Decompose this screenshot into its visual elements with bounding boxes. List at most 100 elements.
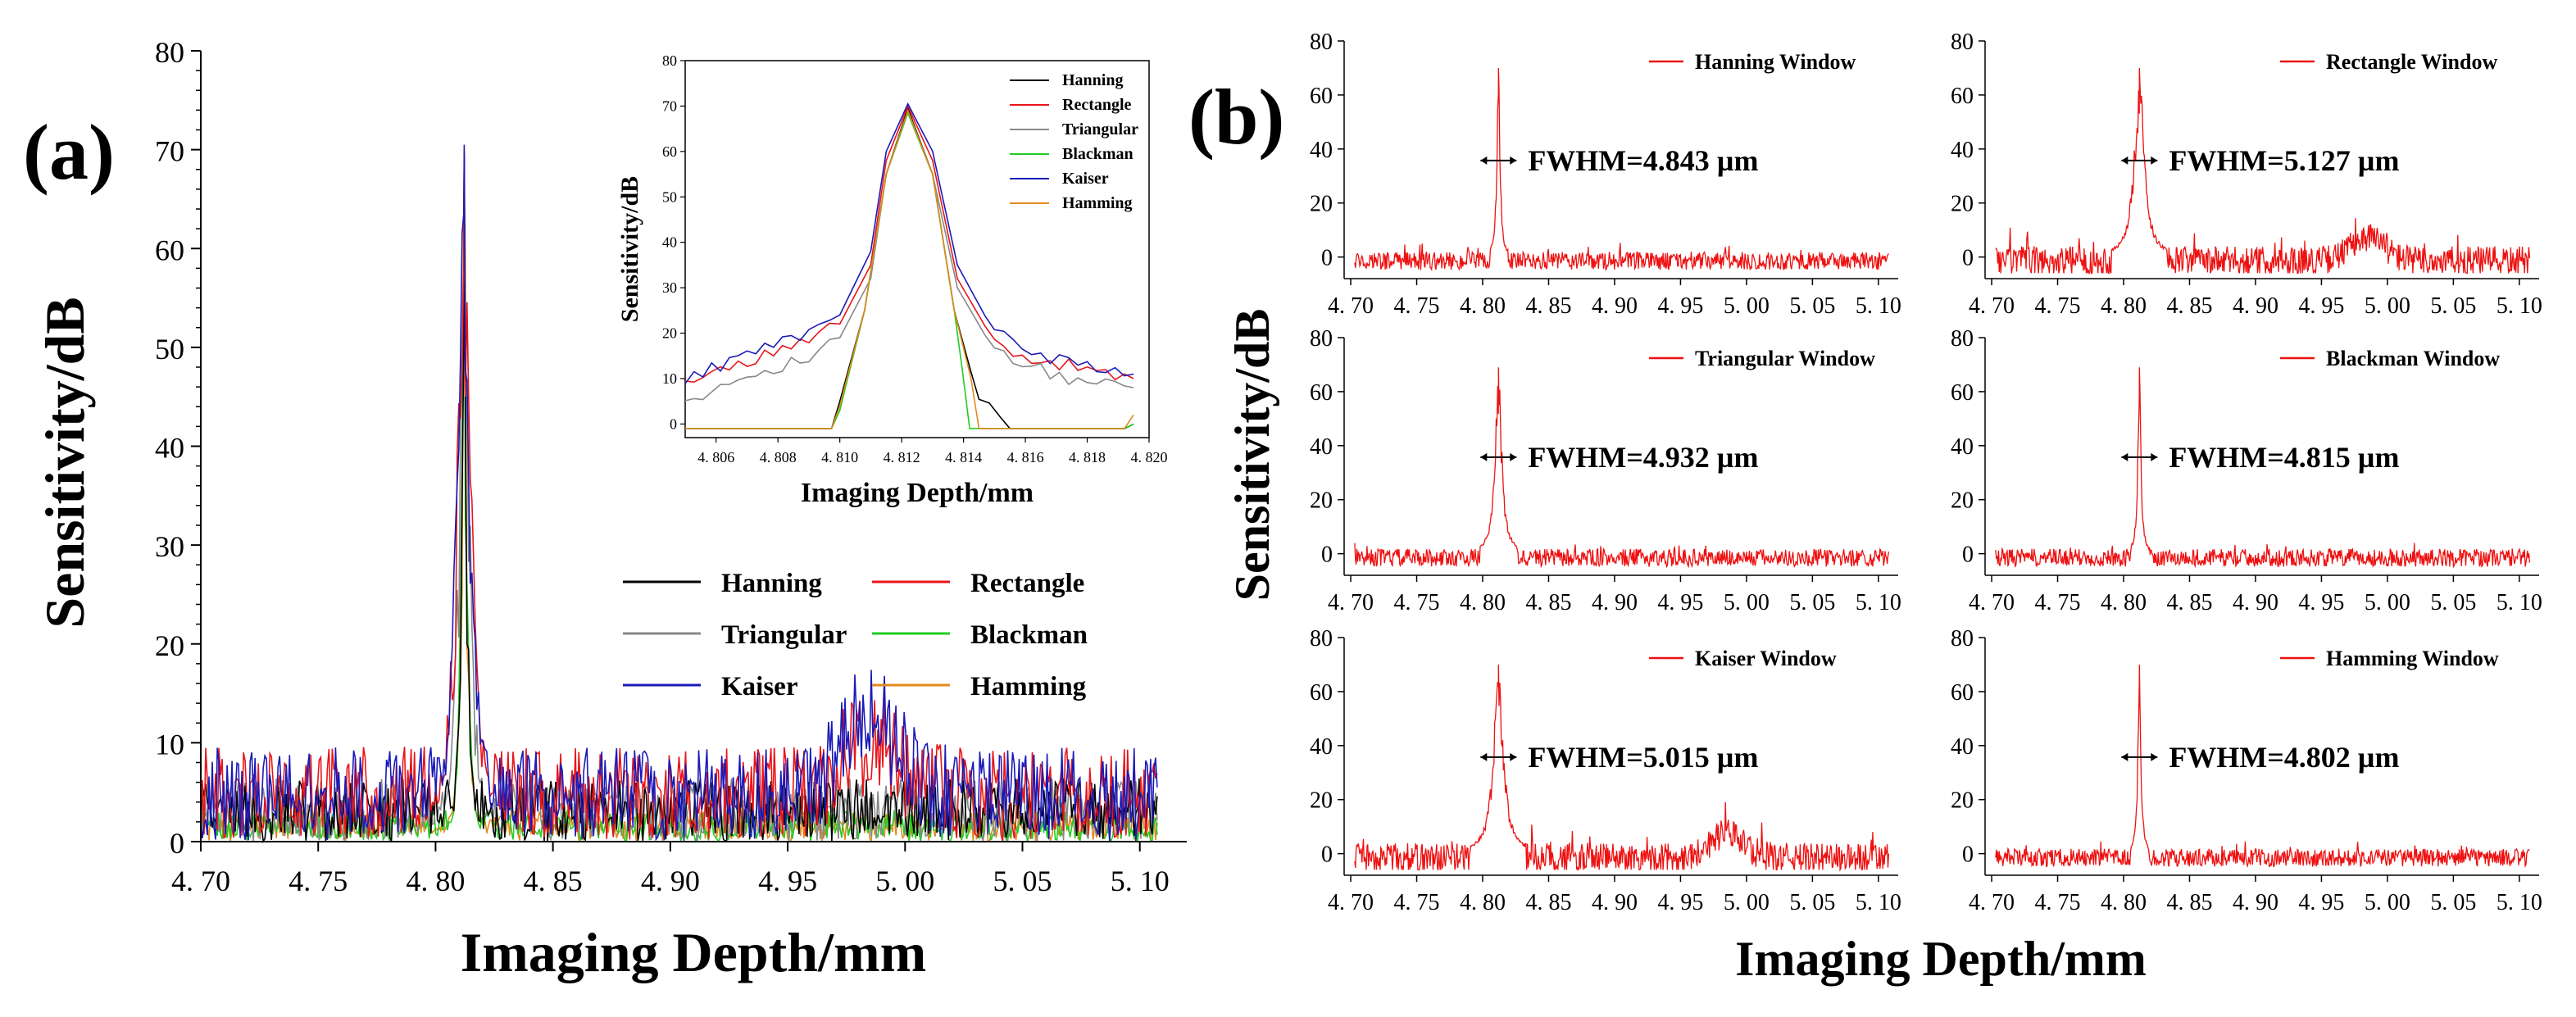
inset-frame bbox=[684, 60, 1150, 438]
series-line-kaiser bbox=[200, 144, 1158, 842]
subplot-x-tick-label: 5. 10 bbox=[2496, 890, 2542, 915]
fwhm-arrow-left bbox=[2121, 156, 2128, 165]
subplot-legend-label: Kaiser Window bbox=[1695, 647, 1837, 670]
subplot-x-tick-label: 5. 05 bbox=[1789, 590, 1835, 615]
subplot-x-tick-label: 4. 75 bbox=[2035, 590, 2081, 615]
inset-y-tick-label: 10 bbox=[662, 370, 677, 387]
b-x-axis-title: Imaging Depth/mm bbox=[1735, 932, 2147, 986]
a-x-tick-label: 5. 05 bbox=[993, 865, 1052, 897]
a-x-tick-label: 5. 00 bbox=[875, 865, 934, 897]
inset-x-tick-label: 4. 812 bbox=[884, 449, 920, 465]
subplot-y-tick-label: 20 bbox=[1310, 788, 1333, 814]
fwhm-arrow-left bbox=[1480, 452, 1488, 461]
fwhm-arrow-left bbox=[1480, 156, 1488, 165]
subplot-legend-label: Hamming Window bbox=[2326, 647, 2499, 670]
inset-x-tick-label: 4. 818 bbox=[1069, 449, 1106, 465]
inset-lines bbox=[685, 102, 1134, 429]
subplot-x-tick-label: 4. 85 bbox=[1525, 293, 1571, 319]
inset-y-tick-label: 50 bbox=[662, 188, 677, 205]
a-legend-label-hanning: Hanning bbox=[721, 569, 822, 598]
inset-y-tick-label: 40 bbox=[662, 234, 677, 251]
subplot-y-tick-label: 20 bbox=[1951, 192, 1974, 217]
panel-a: 0 10 20 30 40 50 60 70 80 4. 70 4. 75 4. 80 4. 85 4. … bbox=[23, 36, 1187, 983]
a-x-tick-label: 4. 85 bbox=[524, 865, 583, 897]
subplot-legend-label: Blackman Window bbox=[2326, 347, 2500, 370]
subplot-rectangle-window: 0 20 40 60 80 4. 70 4. 75 4. 80 4. 85 4. 90 4. 95 5… bbox=[1951, 30, 2542, 319]
subplot-x-tick-label: 4. 90 bbox=[2233, 293, 2278, 319]
subplot-x-tick-label: 4. 80 bbox=[2101, 890, 2147, 915]
fwhm-arrow-left bbox=[2121, 452, 2128, 461]
subplot-y-tick-label: 20 bbox=[1951, 488, 1974, 514]
inset-x-axis-title: Imaging Depth/mm bbox=[801, 478, 1034, 508]
fwhm-label: FWHM=5.015 µm bbox=[1528, 741, 1758, 774]
subplot-x-tick-label: 4. 75 bbox=[2035, 293, 2081, 319]
fwhm-label: FWHM=4.932 µm bbox=[1528, 441, 1758, 474]
inset-y-tick-label: 20 bbox=[662, 325, 677, 342]
subplot-x-tick-label: 4. 90 bbox=[1592, 590, 1638, 615]
subplot-triangular-window: 0 20 40 60 80 4. 70 4. 75 4. 80 4. 85 4. 90 4. 95 5… bbox=[1310, 326, 1901, 615]
subplot-x-tick-label: 4. 85 bbox=[1525, 890, 1571, 915]
subplot-legend-label: Triangular Window bbox=[1695, 347, 1875, 370]
a-legend-label-hamming: Hamming bbox=[970, 672, 1087, 701]
subplot-x-tick-label: 5. 10 bbox=[1856, 890, 1901, 915]
subplot-y-tick-label: 40 bbox=[1310, 434, 1333, 460]
subplot-y-tick-label: 80 bbox=[1951, 326, 1974, 352]
subplot-x-tick-label: 5. 10 bbox=[1856, 590, 1901, 615]
subplot-x-tick-label: 4. 85 bbox=[2166, 590, 2212, 615]
subplot-x-tick-label: 4. 80 bbox=[1460, 890, 1506, 915]
inset-legend-label-rectangle: Rectangle bbox=[1062, 96, 1132, 114]
a-x-tick-label: 4. 75 bbox=[288, 865, 348, 897]
subplot-y-tick-label: 80 bbox=[1951, 626, 1974, 652]
fwhm-arrow-right bbox=[1510, 452, 1517, 461]
subplot-x-tick-label: 4. 80 bbox=[1460, 293, 1506, 319]
a-legend-label-blackman: Blackman bbox=[970, 620, 1088, 650]
subplot-hamming-window: 0 20 40 60 80 4. 70 4. 75 4. 80 4. 85 4. 90 4. 95 5… bbox=[1951, 626, 2542, 915]
subplot-x-tick-label: 4. 70 bbox=[1969, 590, 2015, 615]
subplot-x-tick-label: 4. 95 bbox=[2298, 590, 2344, 615]
subplot-x-tick-label: 4. 80 bbox=[1460, 590, 1506, 615]
fwhm-label: FWHM=4.815 µm bbox=[2169, 441, 2399, 474]
subplot-x-tick-label: 4. 80 bbox=[2101, 590, 2147, 615]
subplot-hanning-window: 0 20 40 60 80 4. 70 4. 75 4. 80 4. 85 4. 90 4. 95 5… bbox=[1310, 30, 1901, 319]
a-x-tick-label: 4. 70 bbox=[171, 865, 230, 897]
fwhm-arrow-right bbox=[2151, 156, 2158, 165]
subplot-x-tick-label: 5. 05 bbox=[1789, 890, 1835, 915]
subplot-x-tick-label: 5. 05 bbox=[1789, 293, 1835, 319]
subplot-y-tick-label: 0 bbox=[1962, 842, 1974, 868]
inset-legend-label-hanning: Hanning bbox=[1062, 71, 1123, 89]
b-panel-label: (b) bbox=[1188, 73, 1284, 161]
a-x-tick-label: 4. 80 bbox=[406, 865, 465, 897]
a-legend-label-rectangle: Rectangle bbox=[970, 569, 1084, 598]
series-line-rectangle bbox=[200, 149, 1158, 842]
inset-legend-label-blackman: Blackman bbox=[1062, 145, 1134, 163]
subplot-y-tick-label: 40 bbox=[1310, 734, 1333, 760]
subplot-x-tick-label: 5. 10 bbox=[2496, 293, 2542, 319]
fwhm-label: FWHM=4.843 µm bbox=[1528, 144, 1758, 177]
subplot-x-tick-label: 5. 00 bbox=[2365, 890, 2410, 915]
inset-x-tick-label: 4. 808 bbox=[760, 449, 797, 465]
inset-legend-label-hamming: Hamming bbox=[1062, 194, 1133, 212]
a-y-tick-label: 0 bbox=[170, 827, 184, 860]
fwhm-arrow-right bbox=[1510, 752, 1517, 761]
inset-series-line-rectangle bbox=[685, 104, 1134, 384]
subplot-x-tick-label: 5. 00 bbox=[1724, 590, 1770, 615]
subplot-x-tick-label: 4. 85 bbox=[2166, 293, 2212, 319]
subplot-x-tick-label: 5. 10 bbox=[2496, 590, 2542, 615]
inset-series-line-kaiser bbox=[685, 102, 1134, 384]
subplot-x-tick-label: 4. 95 bbox=[2298, 890, 2344, 915]
a-y-tick-label: 70 bbox=[155, 135, 184, 168]
subplot-y-tick-label: 0 bbox=[1321, 842, 1333, 868]
subplot-x-tick-label: 5. 00 bbox=[1724, 890, 1770, 915]
subplot-x-tick-label: 4. 75 bbox=[1394, 590, 1440, 615]
subplot-x-tick-label: 4. 75 bbox=[1394, 293, 1440, 319]
inset-y-tick-label: 70 bbox=[662, 98, 677, 114]
subplot-y-tick-label: 40 bbox=[1951, 138, 1974, 163]
series-line-hamming bbox=[200, 159, 1158, 843]
subplot-line bbox=[1354, 664, 1890, 872]
a-y-tick-label: 40 bbox=[155, 432, 184, 465]
inset-y-tick-label: 60 bbox=[662, 143, 677, 160]
subplot-x-tick-label: 5. 05 bbox=[2430, 890, 2476, 915]
inset-legend-label-triangular: Triangular bbox=[1062, 120, 1138, 138]
subplot-x-tick-label: 4. 70 bbox=[1969, 890, 2015, 915]
subplot-y-tick-label: 40 bbox=[1310, 138, 1333, 163]
